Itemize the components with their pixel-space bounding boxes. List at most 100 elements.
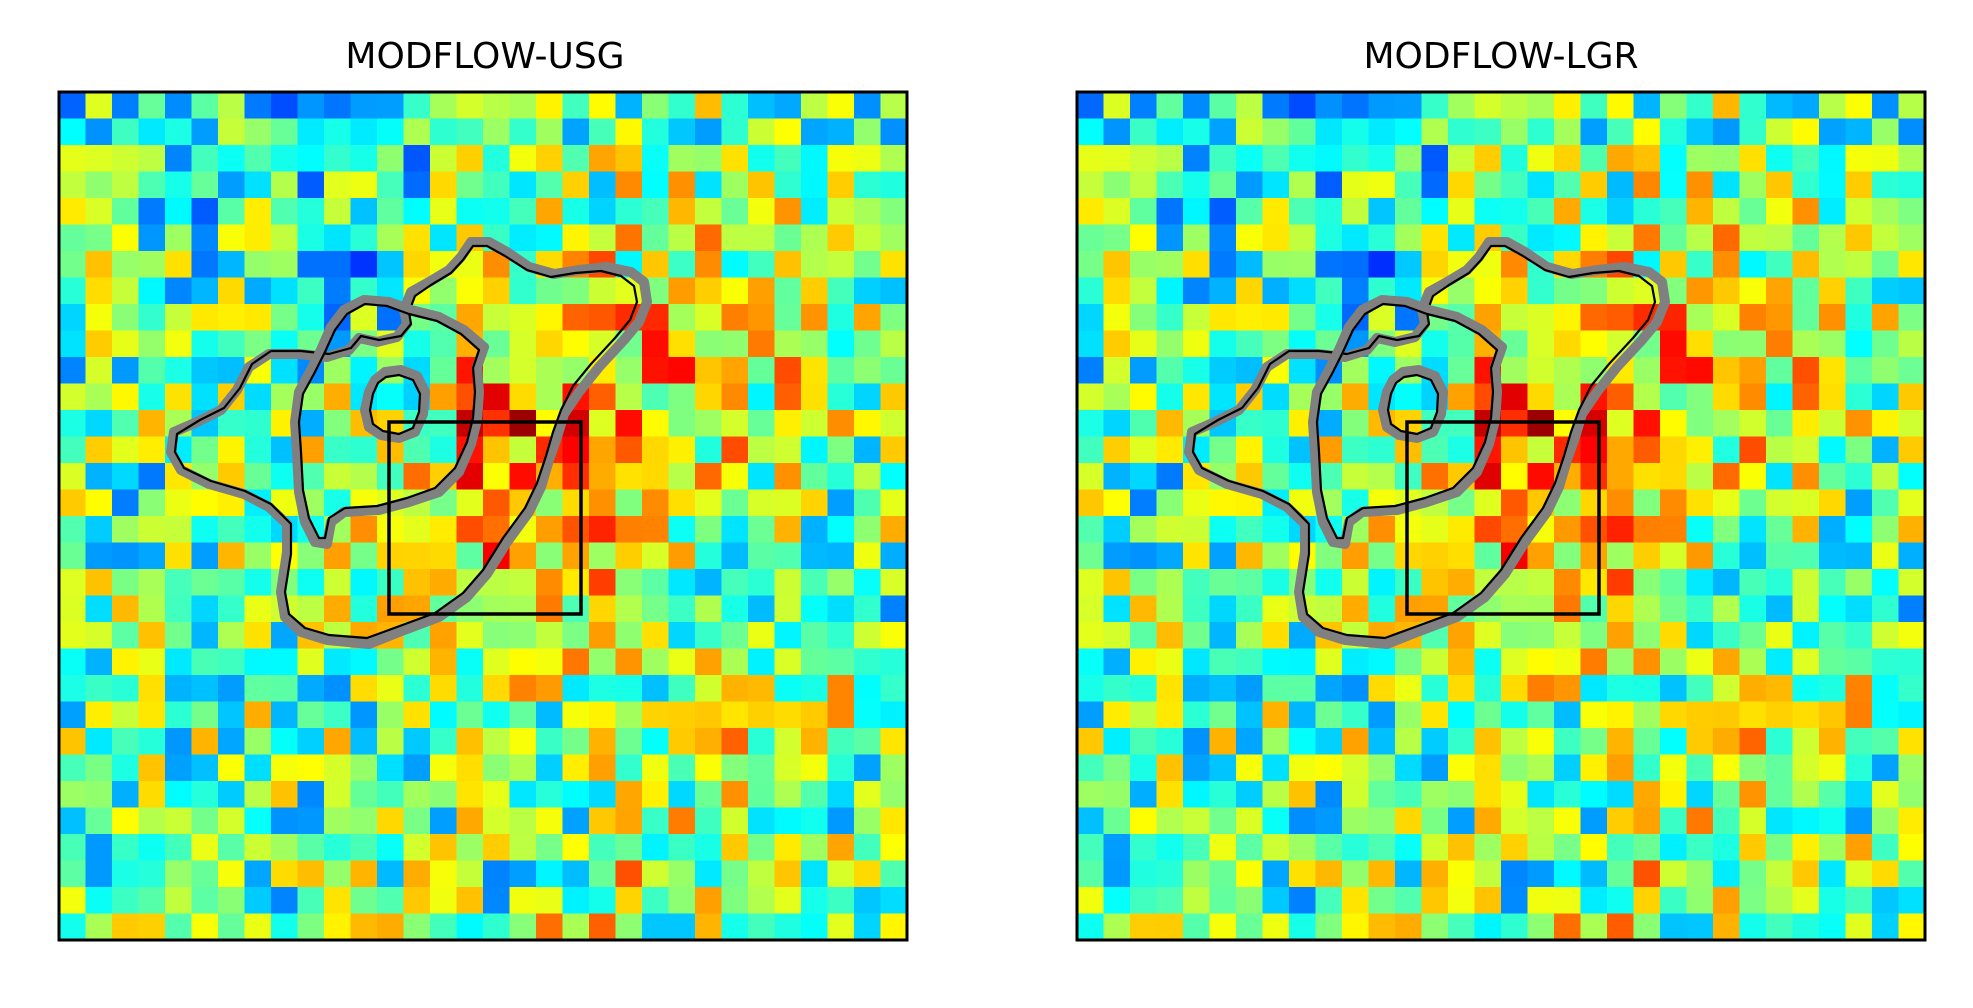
heatmap-cell xyxy=(403,675,431,703)
heatmap-cell xyxy=(615,834,643,862)
heatmap-cell xyxy=(1262,383,1290,411)
heatmap-cell xyxy=(1289,728,1317,756)
heatmap-cell xyxy=(165,913,193,941)
heatmap-cell xyxy=(1395,171,1423,199)
heatmap-cell xyxy=(1845,277,1873,305)
heatmap-cell xyxy=(536,198,564,226)
heatmap-cell xyxy=(244,436,272,464)
heatmap-cell xyxy=(589,781,617,809)
heatmap-cell xyxy=(1236,728,1264,756)
heatmap-cell xyxy=(1660,675,1688,703)
heatmap-cell xyxy=(59,887,87,915)
heatmap-cell xyxy=(324,913,352,941)
heatmap-cell xyxy=(668,304,696,332)
heatmap-cell xyxy=(695,489,723,517)
heatmap-cell xyxy=(668,701,696,729)
heatmap-cell xyxy=(668,489,696,517)
heatmap-cell xyxy=(1103,701,1131,729)
heatmap-cell xyxy=(1792,595,1820,623)
heatmap-cell xyxy=(138,92,166,120)
heatmap-cell xyxy=(509,834,537,862)
heatmap-cell xyxy=(1633,860,1661,888)
heatmap-cell xyxy=(774,330,802,358)
heatmap-cell xyxy=(1792,198,1820,226)
heatmap-cell xyxy=(880,569,908,597)
heatmap-cell xyxy=(1077,807,1105,835)
heatmap-cell xyxy=(191,728,219,756)
heatmap-cell xyxy=(1103,251,1131,279)
heatmap-cell xyxy=(1527,648,1555,676)
heatmap-cell xyxy=(456,781,484,809)
heatmap-cell xyxy=(589,489,617,517)
heatmap-cell xyxy=(165,675,193,703)
heatmap-cell xyxy=(1421,834,1449,862)
heatmap-cell xyxy=(1792,648,1820,676)
heatmap-cell xyxy=(1660,913,1688,941)
heatmap-cell xyxy=(1156,728,1184,756)
heatmap-cell xyxy=(1448,118,1476,146)
heatmap-cell xyxy=(801,781,829,809)
heatmap-cell xyxy=(1289,304,1317,332)
heatmap-cell xyxy=(1236,887,1264,915)
heatmap-cell xyxy=(615,542,643,570)
heatmap-cell xyxy=(1580,807,1608,835)
heatmap-cell xyxy=(1554,887,1582,915)
heatmap-cell xyxy=(827,701,855,729)
heatmap-cell xyxy=(324,410,352,438)
panel-usg: MODFLOW-USG xyxy=(57,36,909,942)
heatmap-cell xyxy=(1236,92,1264,120)
heatmap-cell xyxy=(536,728,564,756)
heatmap-cell xyxy=(1898,913,1926,941)
heatmap-cell xyxy=(854,675,882,703)
heatmap-cell xyxy=(1130,436,1158,464)
heatmap-cell xyxy=(827,118,855,146)
heatmap-cell xyxy=(695,622,723,650)
heatmap-cell xyxy=(244,675,272,703)
heatmap-cell xyxy=(880,489,908,517)
heatmap-cell xyxy=(1474,622,1502,650)
heatmap-cell xyxy=(1156,542,1184,570)
heatmap-cell xyxy=(1077,277,1105,305)
heatmap-cell xyxy=(456,675,484,703)
heatmap-cell xyxy=(827,860,855,888)
heatmap-cell xyxy=(668,118,696,146)
heatmap-cell xyxy=(774,171,802,199)
heatmap-cell xyxy=(191,569,219,597)
heatmap-cell xyxy=(1421,542,1449,570)
heatmap-cell xyxy=(138,542,166,570)
heatmap-cell xyxy=(112,622,140,650)
heatmap-cell xyxy=(748,701,776,729)
heatmap-cell xyxy=(1289,145,1317,173)
heatmap-cell xyxy=(1898,330,1926,358)
heatmap-cell xyxy=(1156,198,1184,226)
heatmap-cell xyxy=(1342,463,1370,491)
heatmap-cell xyxy=(165,595,193,623)
heatmap-cell xyxy=(112,887,140,915)
contour-inner-black xyxy=(1386,373,1440,436)
heatmap-cell xyxy=(721,410,749,438)
heatmap-cell xyxy=(1713,304,1741,332)
heatmap-cell xyxy=(509,357,537,385)
heatmap-cell xyxy=(1713,489,1741,517)
heatmap-cell xyxy=(1845,171,1873,199)
heatmap-cell xyxy=(1156,118,1184,146)
heatmap-cell xyxy=(589,383,617,411)
heatmap-cell xyxy=(1845,834,1873,862)
heatmap-cell xyxy=(1130,410,1158,438)
heatmap-cell xyxy=(695,595,723,623)
heatmap-cell xyxy=(801,595,829,623)
heatmap-cell xyxy=(59,622,87,650)
heatmap-cell xyxy=(85,383,113,411)
heatmap-cell xyxy=(403,542,431,570)
heatmap-cell xyxy=(615,648,643,676)
heatmap-cell xyxy=(695,675,723,703)
heatmap-cell xyxy=(1077,675,1105,703)
heatmap-cell xyxy=(642,224,670,252)
heatmap-cell xyxy=(1872,304,1900,332)
heatmap-cell xyxy=(1183,383,1211,411)
heatmap-cell xyxy=(1103,304,1131,332)
heatmap-cell xyxy=(1845,675,1873,703)
heatmap-cell xyxy=(1686,834,1714,862)
heatmap-cell xyxy=(1077,410,1105,438)
heatmap-cell xyxy=(350,542,378,570)
